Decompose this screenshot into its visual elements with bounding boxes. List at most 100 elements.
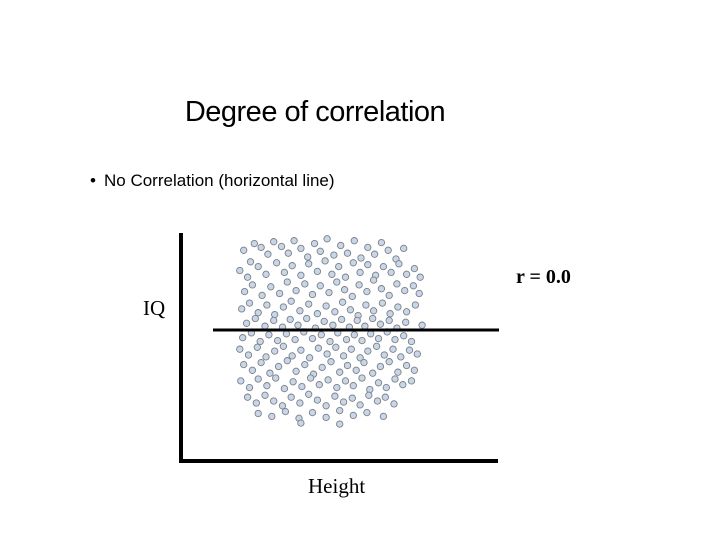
data-point [410, 366, 419, 374]
data-point [341, 273, 350, 281]
data-point [250, 239, 258, 248]
data-point [341, 377, 350, 385]
data-point [364, 347, 372, 355]
data-point [362, 301, 370, 309]
data-point [320, 317, 328, 326]
data-point [328, 270, 336, 278]
data-point [358, 336, 366, 345]
data-point [279, 303, 288, 311]
data-point [330, 251, 338, 259]
data-point [410, 264, 419, 273]
data-point [240, 287, 249, 296]
data-point [286, 315, 294, 324]
data-point [264, 250, 272, 258]
data-point [348, 394, 356, 402]
data-point [291, 335, 299, 344]
data-point [409, 282, 418, 290]
data-point [240, 360, 248, 369]
data-point [258, 291, 266, 300]
data-point [283, 278, 291, 286]
data-point [243, 273, 252, 281]
data-point [289, 378, 297, 386]
data-point [323, 350, 331, 358]
data-point [405, 346, 414, 354]
data-point [389, 345, 397, 353]
data-point [256, 337, 264, 346]
data-point [283, 357, 291, 365]
data-point [378, 299, 387, 307]
data-point [282, 330, 291, 338]
data-point [303, 314, 311, 323]
data-point [315, 381, 323, 389]
data-point [364, 261, 372, 269]
data-point [346, 306, 355, 314]
data-point [275, 289, 284, 298]
data-point [272, 259, 281, 267]
data-point [401, 286, 409, 295]
data-point [274, 362, 283, 371]
data-point [254, 309, 262, 317]
data-point [394, 303, 402, 311]
data-point [297, 271, 305, 279]
data-point [399, 381, 407, 389]
data-point [253, 343, 261, 351]
data-point [270, 316, 278, 325]
data-point [370, 250, 379, 258]
data-point [343, 361, 352, 370]
x-axis-label: Height [308, 474, 366, 498]
data-points [236, 235, 426, 428]
data-point [292, 286, 300, 295]
data-point [386, 310, 394, 318]
data-point [248, 366, 257, 374]
data-point [251, 314, 259, 323]
data-point [379, 412, 388, 421]
data-point [402, 361, 411, 370]
data-point [246, 258, 255, 266]
data-point [288, 262, 296, 270]
data-point [270, 397, 278, 405]
data-point [336, 368, 344, 376]
data-point [336, 406, 344, 415]
data-point [397, 353, 405, 361]
data-point [336, 420, 344, 428]
data-point [340, 286, 349, 294]
data-point [411, 301, 420, 309]
data-point [301, 280, 309, 288]
data-point [331, 392, 339, 400]
data-point [379, 262, 388, 271]
data-point [347, 345, 355, 353]
data-point [385, 316, 393, 325]
data-point [339, 352, 348, 360]
bullet-item: • No Correlation (horizontal line) [90, 171, 335, 191]
data-point [322, 402, 330, 410]
data-point [297, 346, 305, 354]
data-point [262, 270, 270, 278]
data-point [263, 301, 271, 309]
data-point [322, 413, 330, 422]
data-point [277, 242, 286, 251]
data-point [296, 307, 304, 315]
data-point [400, 244, 408, 253]
data-point [380, 351, 388, 359]
data-point [326, 337, 334, 346]
data-point [385, 291, 393, 300]
data-point [365, 391, 373, 399]
data-point [287, 297, 295, 305]
data-point [416, 273, 424, 281]
data-point [376, 320, 385, 328]
data-point [367, 330, 375, 338]
data-point [248, 281, 257, 289]
data-point [337, 315, 346, 324]
data-point [349, 411, 357, 420]
data-point [335, 262, 343, 271]
data-point [244, 351, 253, 359]
data-point [273, 336, 282, 345]
data-point [356, 268, 364, 277]
data-point [261, 322, 269, 330]
data-point [254, 409, 262, 418]
data-point [369, 307, 378, 315]
data-point [238, 305, 246, 313]
data-point [364, 243, 372, 252]
data-point [245, 383, 254, 392]
